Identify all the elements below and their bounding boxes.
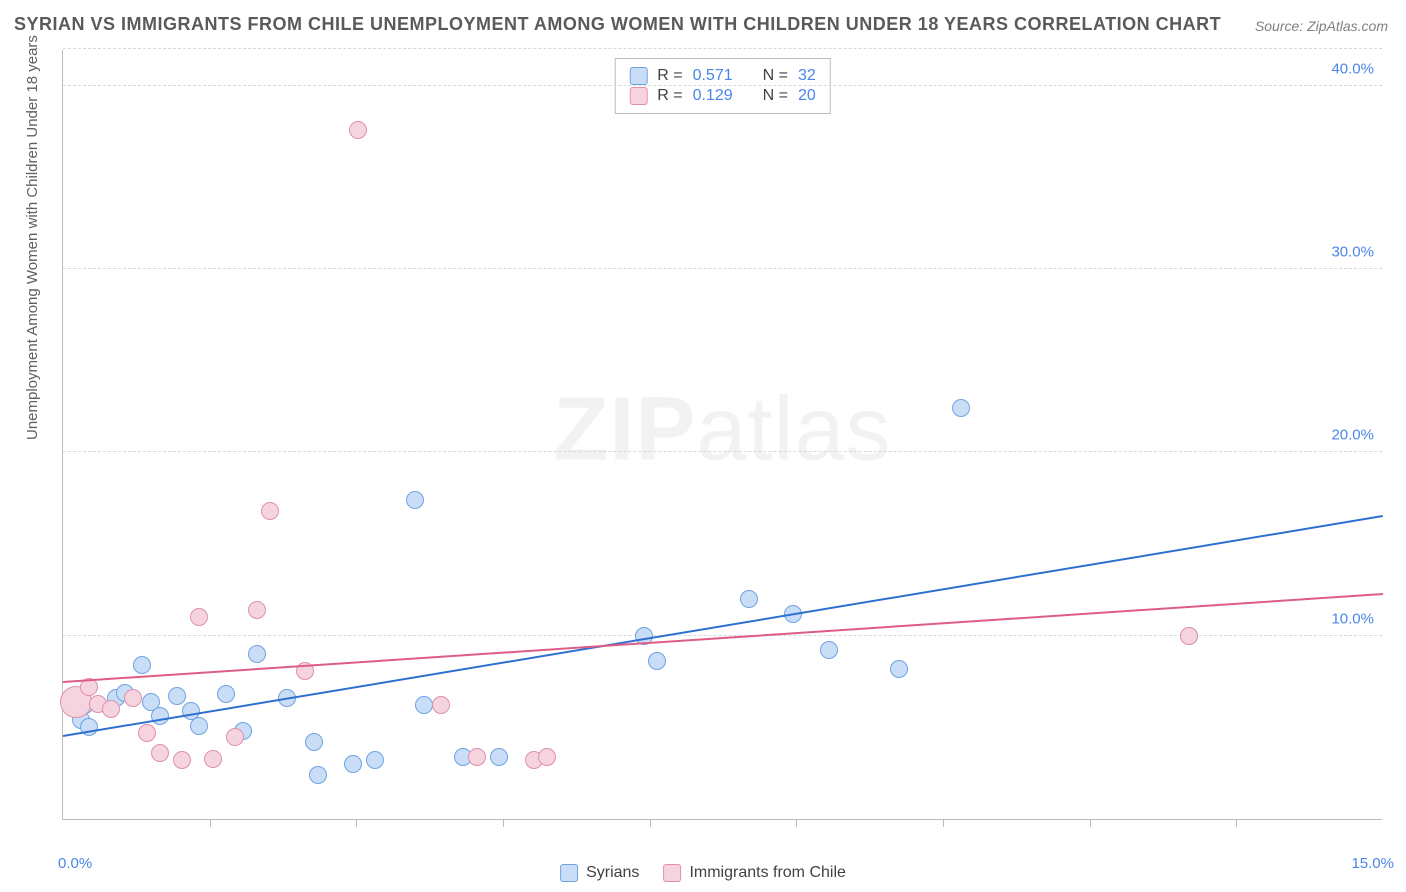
legend-n-label: N = (763, 67, 788, 85)
scatter-point (190, 717, 208, 735)
chart-plot-area: ZIPatlas R = 0.571 N = 32 R = 0.129 N = 20 10.0… (62, 50, 1382, 820)
scatter-point (1180, 627, 1198, 645)
scatter-point (952, 399, 970, 417)
scatter-point (151, 707, 169, 725)
correlation-legend: R = 0.571 N = 32 R = 0.129 N = 20 (614, 58, 831, 114)
scatter-point (305, 733, 323, 751)
legend-swatch (560, 864, 578, 882)
scatter-point (406, 491, 424, 509)
legend-swatch (629, 67, 647, 85)
scatter-point (648, 652, 666, 670)
scatter-point (168, 687, 186, 705)
legend-n-value: 20 (798, 87, 816, 105)
y-tick-label: 30.0% (1331, 244, 1374, 261)
scatter-point (309, 766, 327, 784)
y-axis-title: Unemployment Among Women with Children U… (24, 35, 41, 440)
legend-n-label: N = (763, 87, 788, 105)
x-tick (356, 819, 357, 827)
legend-n-value: 32 (798, 67, 816, 85)
legend-series-item: Syrians (560, 864, 639, 882)
scatter-point (366, 751, 384, 769)
scatter-point (415, 696, 433, 714)
scatter-point (102, 700, 120, 718)
gridline (63, 268, 1382, 269)
x-tick (1090, 819, 1091, 827)
scatter-point (740, 590, 758, 608)
x-tick (650, 819, 651, 827)
legend-correlation-row: R = 0.129 N = 20 (629, 87, 816, 105)
scatter-point (344, 755, 362, 773)
legend-correlation-row: R = 0.571 N = 32 (629, 67, 816, 85)
watermark-bold: ZIP (553, 379, 696, 479)
scatter-point (468, 748, 486, 766)
scatter-point (890, 660, 908, 678)
legend-r-value: 0.129 (693, 87, 733, 105)
x-tick (943, 819, 944, 827)
x-tick (1236, 819, 1237, 827)
x-tick (210, 819, 211, 827)
y-tick-label: 10.0% (1331, 610, 1374, 627)
scatter-point (432, 696, 450, 714)
scatter-point (248, 645, 266, 663)
source-attribution: Source: ZipAtlas.com (1255, 18, 1388, 34)
legend-swatch (629, 87, 647, 105)
y-tick-label: 40.0% (1331, 60, 1374, 77)
scatter-point (190, 608, 208, 626)
scatter-point (490, 748, 508, 766)
chart-title: SYRIAN VS IMMIGRANTS FROM CHILE UNEMPLOY… (14, 14, 1221, 35)
watermark-text: ZIPatlas (553, 378, 891, 481)
gridline (63, 48, 1382, 49)
legend-r-label: R = (657, 67, 682, 85)
trend-line (63, 515, 1383, 737)
series-legend: Syrians Immigrants from Chile (560, 864, 846, 882)
legend-swatch (663, 864, 681, 882)
scatter-point (204, 750, 222, 768)
y-tick-label: 20.0% (1331, 427, 1374, 444)
legend-r-value: 0.571 (693, 67, 733, 85)
watermark-light: atlas (696, 379, 891, 479)
scatter-point (138, 724, 156, 742)
scatter-point (151, 744, 169, 762)
scatter-point (226, 728, 244, 746)
x-tick (503, 819, 504, 827)
x-tick (796, 819, 797, 827)
scatter-point (173, 751, 191, 769)
scatter-point (124, 689, 142, 707)
legend-series-item: Immigrants from Chile (663, 864, 845, 882)
gridline (63, 85, 1382, 86)
scatter-point (538, 748, 556, 766)
scatter-point (261, 502, 279, 520)
x-axis-label-max: 15.0% (1351, 855, 1394, 872)
scatter-point (217, 685, 235, 703)
gridline (63, 451, 1382, 452)
legend-r-label: R = (657, 87, 682, 105)
scatter-point (133, 656, 151, 674)
scatter-point (820, 641, 838, 659)
x-axis-label-min: 0.0% (58, 855, 92, 872)
scatter-point (248, 601, 266, 619)
scatter-point (349, 121, 367, 139)
legend-series-label: Syrians (586, 864, 639, 882)
legend-series-label: Immigrants from Chile (689, 864, 845, 882)
